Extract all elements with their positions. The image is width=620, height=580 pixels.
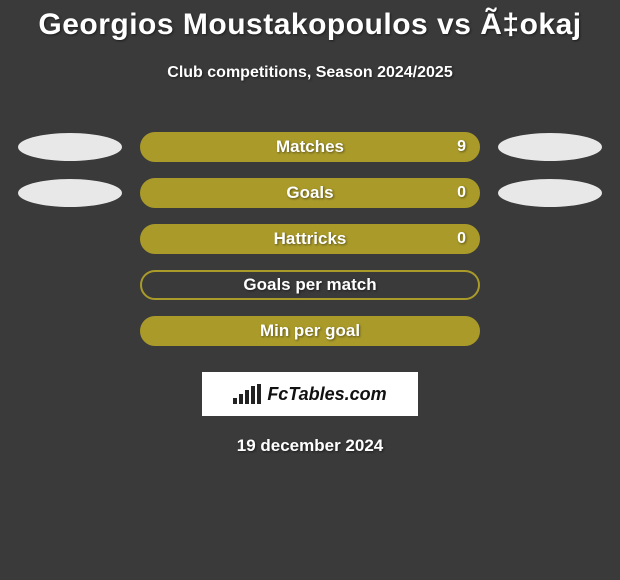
stat-row: Goals 0 <box>0 170 620 216</box>
stat-bar: Hattricks 0 <box>140 224 480 254</box>
stat-value: 0 <box>457 230 466 248</box>
stat-label: Goals <box>286 183 333 203</box>
stat-row: Hattricks 0 <box>0 216 620 262</box>
stat-label: Matches <box>276 137 344 157</box>
stat-label: Hattricks <box>274 229 347 249</box>
stat-value: 0 <box>457 184 466 202</box>
left-ellipse <box>18 179 122 207</box>
stat-bar: Matches 9 <box>140 132 480 162</box>
stat-rows: Matches 9 Goals 0 Hattricks 0 Goals per … <box>0 124 620 354</box>
stat-row: Matches 9 <box>0 124 620 170</box>
stat-value: 9 <box>457 138 466 156</box>
right-ellipse <box>498 179 602 207</box>
stat-label: Min per goal <box>260 321 360 341</box>
page-title: Georgios Moustakopoulos vs Ã‡okaj <box>0 0 620 42</box>
stat-bar: Min per goal <box>140 316 480 346</box>
stat-row: Min per goal <box>0 308 620 354</box>
stat-bar: Goals per match <box>140 270 480 300</box>
stat-row: Goals per match <box>0 262 620 308</box>
brand-chart-icon <box>233 384 261 404</box>
stat-label: Goals per match <box>243 275 376 295</box>
page-subtitle: Club competitions, Season 2024/2025 <box>0 64 620 82</box>
left-ellipse <box>18 133 122 161</box>
date-text: 19 december 2024 <box>0 436 620 456</box>
brand-banner: FcTables.com <box>202 372 418 416</box>
stat-bar: Goals 0 <box>140 178 480 208</box>
brand-text: FcTables.com <box>267 384 386 405</box>
right-ellipse <box>498 133 602 161</box>
